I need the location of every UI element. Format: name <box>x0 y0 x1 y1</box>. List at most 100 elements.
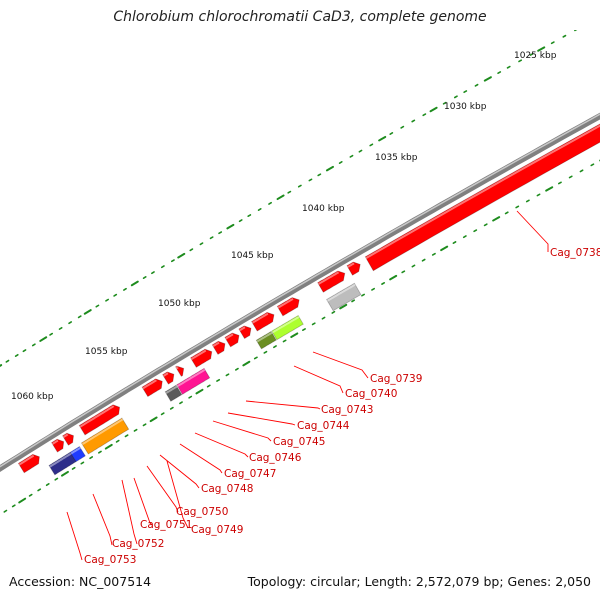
scale-label-1050-kbp: 1050 kbp <box>158 299 201 309</box>
inner-tick <box>169 406 174 410</box>
inner-tick <box>11 504 16 508</box>
gene-block <box>141 378 163 398</box>
scale-ticks <box>0 24 600 513</box>
scale-label-1035-kbp: 1035 kbp <box>375 153 418 163</box>
scale-labels: 1025 kbp 1030 kbp 1035 kbp 1040 kbp 1045 kbp… <box>11 51 557 402</box>
outer-tick <box>562 34 567 38</box>
outer-tick <box>317 173 322 177</box>
outer-tick <box>529 53 534 56</box>
inner-tick <box>545 186 554 192</box>
inner-tick <box>282 339 287 343</box>
outer-tick <box>257 208 262 211</box>
leader-line <box>194 432 249 458</box>
outer-tick <box>325 165 335 172</box>
outer-tick <box>189 248 194 252</box>
outer-tick <box>506 65 511 69</box>
inner-tick <box>80 461 85 465</box>
gene-block <box>62 432 74 446</box>
gene-label-cag-0753: Cag_0753 <box>84 554 136 566</box>
outer-tick <box>550 41 555 45</box>
outer-tick <box>68 321 73 325</box>
backbone-line <box>0 112 600 472</box>
inner-tick <box>452 241 457 244</box>
gene-block <box>78 404 121 436</box>
gene-cag-0749 <box>176 367 211 395</box>
gene-cag-0740-shine <box>317 271 340 285</box>
inner-tick <box>525 199 530 203</box>
outer-tick <box>338 161 343 164</box>
gene-cag-0738 <box>364 123 600 272</box>
gene-label-cag-0750: Cag_0750 <box>176 506 228 518</box>
leader-line <box>146 465 179 513</box>
outer-tick <box>226 223 235 230</box>
outer-tick <box>442 101 447 105</box>
leader-line <box>92 493 113 546</box>
inner-tick <box>115 439 120 443</box>
inner-tick <box>206 384 211 388</box>
gene-label-cag-0745: Cag_0745 <box>273 436 325 448</box>
inner-tick <box>60 470 69 477</box>
inner-tick <box>331 310 336 314</box>
scale-label-1030-kbp: 1030 kbp <box>444 102 487 112</box>
gene-labels: Cag_0738 Cag_0739 Cag_0740 Cag_0743 Cag_0744… <box>84 247 600 566</box>
gene-label-cag-0738: Cag_0738 <box>550 247 600 259</box>
inner-tick <box>28 493 33 497</box>
inner-tick <box>179 401 183 405</box>
outer-tick <box>287 190 292 194</box>
leader-line <box>133 477 153 526</box>
gene-features <box>17 123 600 476</box>
inner-tick <box>590 163 595 167</box>
scale-label-1055-kbp: 1055 kbp <box>85 347 128 357</box>
gene-cag-0745-shine <box>272 315 300 334</box>
gene-cag-0746-shine <box>256 331 273 343</box>
gene-label-cag-0747: Cag_0747 <box>224 468 276 480</box>
gene-label-cag-0752: Cag_0752 <box>112 538 164 550</box>
gene-label-cag-0748: Cag_0748 <box>201 483 253 495</box>
inner-tick <box>381 282 386 285</box>
gene-label-cag-0744: Cag_0744 <box>297 420 350 432</box>
outer-tick <box>574 30 578 32</box>
inner-tick <box>98 450 102 454</box>
outer-tick <box>297 184 302 188</box>
outer-tick <box>429 106 438 113</box>
accession-text: Accession: NC_007514 <box>9 574 152 589</box>
gene-block-shine <box>163 372 169 377</box>
outer-tick <box>537 46 546 52</box>
inner-tick <box>160 412 165 416</box>
inner-tick <box>142 423 147 427</box>
inner-tick <box>557 181 562 185</box>
label-leader-lines <box>66 210 549 561</box>
outer-tick <box>170 259 175 263</box>
inner-tick <box>361 293 365 297</box>
outer-tick <box>160 265 165 269</box>
inner-tick <box>515 205 520 209</box>
gene-cag-0745 <box>271 314 304 341</box>
outer-tick <box>585 24 587 25</box>
leader-line <box>212 420 272 442</box>
inner-tick <box>339 303 348 310</box>
outer-tick <box>378 135 387 142</box>
inner-tick <box>431 252 436 256</box>
outer-tick <box>474 83 479 87</box>
gene-cag-0750-shine <box>165 385 178 394</box>
inner-tick <box>351 299 356 303</box>
outer-tick <box>123 287 127 291</box>
scale-label-1060-kbp: 1060 kbp <box>11 392 54 402</box>
inner-tick <box>216 378 221 382</box>
gene-cag-0740-gray <box>326 282 362 312</box>
outer-tick <box>142 276 147 280</box>
inner-tick <box>124 434 129 438</box>
inner-tick <box>579 169 584 173</box>
outer-tick <box>39 336 48 342</box>
inner-tick <box>54 477 59 481</box>
gene-block-shine <box>62 433 69 438</box>
leader-line <box>516 210 549 252</box>
inner-tick <box>188 395 193 399</box>
genome-backbone <box>0 112 600 472</box>
gene-cag-0740 <box>317 270 346 293</box>
gene-block <box>190 348 213 368</box>
inner-tick <box>483 223 488 227</box>
gene-block-shine <box>212 341 220 348</box>
inner-tick <box>492 216 501 222</box>
